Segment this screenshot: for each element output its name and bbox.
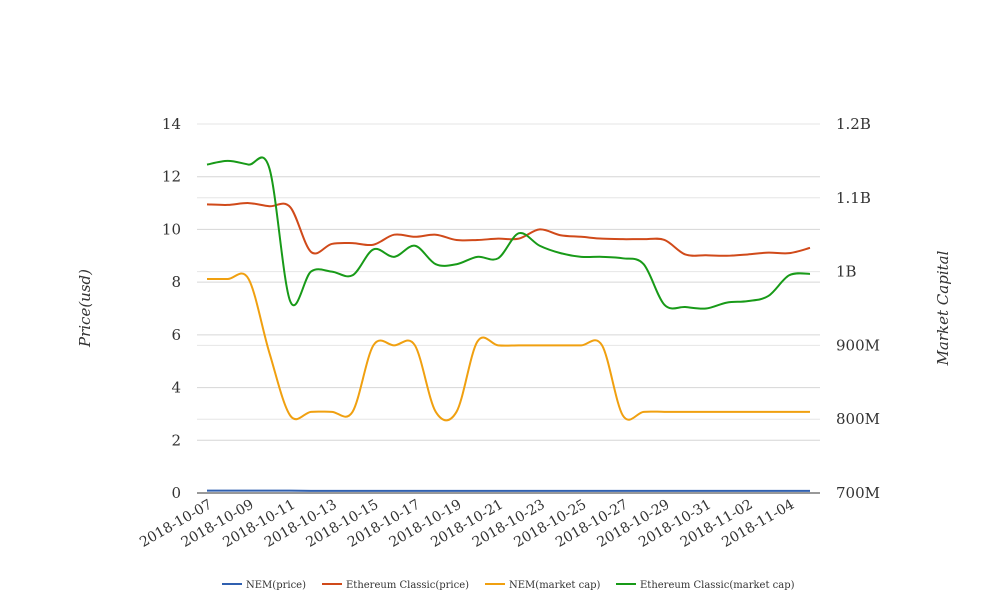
- left-tick-label: 10: [162, 220, 181, 238]
- legend-label: Ethereum Classic(price): [346, 580, 469, 591]
- left-axis-title: Price(usd): [76, 269, 94, 348]
- axes: 02468101214700M800M900M1B1.1B1.2B2018-10…: [76, 115, 952, 551]
- right-axis-title: Market Capital: [934, 250, 952, 366]
- left-tick-label: 6: [171, 326, 181, 344]
- legend-label: Ethereum Classic(market cap): [640, 580, 795, 591]
- left-tick-label: 4: [171, 379, 181, 397]
- series-line-2: [207, 272, 810, 422]
- right-tick-label: 1B: [836, 263, 857, 281]
- right-tick-label: 800M: [836, 410, 880, 428]
- left-tick-label: 0: [171, 484, 181, 502]
- gridlines: [197, 123, 820, 494]
- legend-label: NEM(market cap): [509, 580, 601, 591]
- left-tick-label: 8: [171, 273, 181, 291]
- left-tick-label: 2: [171, 431, 181, 449]
- left-tick-label: 12: [162, 168, 181, 186]
- series-line-1: [206, 202, 811, 257]
- legend: NEM(price) Ethereum Classic(price) NEM(mar…: [222, 580, 795, 591]
- right-tick-label: 1.2B: [836, 115, 871, 133]
- right-tick-label: 1.1B: [836, 189, 871, 207]
- series-line-3: [206, 156, 811, 310]
- right-tick-label: 700M: [836, 484, 880, 502]
- right-tick-label: 900M: [836, 336, 880, 354]
- legend-label: NEM(price): [246, 580, 306, 591]
- left-tick-label: 14: [162, 115, 181, 133]
- series-lines: [206, 156, 811, 492]
